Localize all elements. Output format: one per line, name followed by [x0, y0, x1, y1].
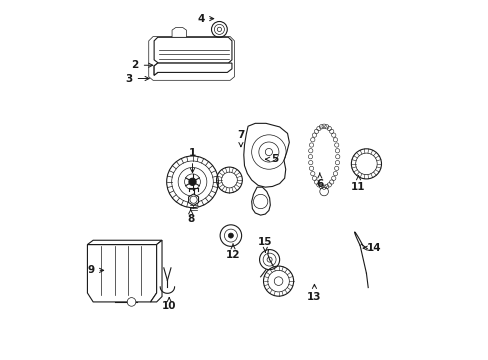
Text: 7: 7 — [237, 130, 244, 147]
Text: 12: 12 — [225, 244, 240, 260]
Text: 8: 8 — [187, 209, 194, 224]
Polygon shape — [172, 28, 186, 37]
Polygon shape — [150, 240, 162, 302]
Text: 9: 9 — [87, 265, 103, 275]
Text: 3: 3 — [125, 73, 149, 84]
Text: 1: 1 — [188, 148, 196, 172]
Text: 6: 6 — [316, 173, 323, 189]
Circle shape — [188, 178, 196, 185]
Polygon shape — [154, 63, 158, 75]
Circle shape — [127, 298, 136, 306]
Polygon shape — [188, 194, 198, 206]
Text: 13: 13 — [306, 284, 321, 302]
Polygon shape — [87, 244, 156, 302]
Text: 11: 11 — [350, 176, 365, 192]
Text: 5: 5 — [265, 154, 278, 164]
Text: 10: 10 — [162, 298, 176, 311]
Circle shape — [228, 233, 233, 238]
Text: 15: 15 — [258, 237, 272, 252]
Polygon shape — [87, 240, 162, 244]
Text: 4: 4 — [197, 14, 213, 24]
Polygon shape — [154, 37, 231, 63]
Polygon shape — [154, 63, 231, 75]
Text: 14: 14 — [363, 243, 381, 253]
Text: 2: 2 — [131, 60, 152, 70]
